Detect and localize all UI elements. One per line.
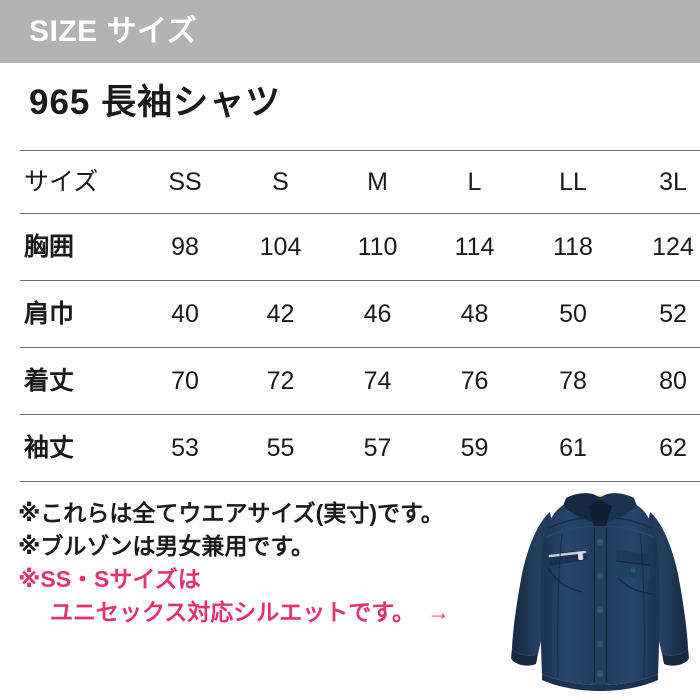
product-photo bbox=[500, 488, 700, 700]
table-cell: 62 bbox=[623, 414, 700, 482]
table-header-row: サイズ SS S M L LL 3L bbox=[20, 150, 700, 214]
table-cell: 98 bbox=[138, 213, 232, 281]
table-cell: 46 bbox=[329, 280, 426, 348]
table-cell: 50 bbox=[523, 280, 623, 348]
table-row: 肩巾 40 42 46 48 50 52 bbox=[20, 280, 700, 348]
column-header-3l: 3L bbox=[623, 150, 700, 214]
table-row: 袖丈 53 55 57 59 61 62 bbox=[20, 414, 700, 482]
table-cell: 78 bbox=[523, 347, 623, 415]
table-row: 着丈 70 72 74 76 78 80 bbox=[20, 347, 700, 415]
header-title: SIZE サイズ bbox=[29, 14, 198, 48]
column-header-ss: SS bbox=[138, 150, 232, 214]
note-text: ※これらは全てウエアサイズ(実寸)です。 bbox=[18, 500, 444, 526]
table-cell: 74 bbox=[329, 347, 426, 415]
column-header-m: M bbox=[329, 150, 426, 214]
row-label: 着丈 bbox=[20, 347, 138, 415]
row-label: 胸囲 bbox=[20, 213, 138, 281]
table-cell: 104 bbox=[232, 213, 329, 281]
table-cell: 124 bbox=[623, 213, 700, 281]
column-header-s: S bbox=[232, 150, 329, 214]
shirt-illustration bbox=[511, 493, 689, 691]
arrow-right-icon: → bbox=[427, 599, 451, 625]
row-label: 袖丈 bbox=[20, 414, 138, 482]
table-row: 胸囲 98 104 110 114 118 124 bbox=[20, 213, 700, 281]
page-title: 965 長袖シャツ bbox=[29, 83, 282, 122]
table-cell: 42 bbox=[232, 280, 329, 348]
note-text: ユニセックス対応シルエットです。 bbox=[50, 599, 416, 625]
table-cell: 70 bbox=[138, 347, 232, 415]
header-band: SIZE サイズ bbox=[0, 0, 700, 63]
notes-block: ※これらは全てウエアサイズ(実寸)です。 ※ブルゾンは男女兼用です。 ※SS・Sサイ… bbox=[18, 497, 518, 629]
table-cell: 80 bbox=[623, 347, 700, 415]
table-cell: 40 bbox=[138, 280, 232, 348]
table-cell: 55 bbox=[232, 414, 329, 482]
note-line: ユニセックス対応シルエットです。 → bbox=[18, 596, 518, 629]
note-line: ※SS・Sサイズは bbox=[18, 563, 518, 596]
note-text: ※SS・Sサイズは bbox=[18, 566, 201, 592]
table-cell: 48 bbox=[426, 280, 523, 348]
column-header-l: L bbox=[426, 150, 523, 214]
table-cell: 114 bbox=[426, 213, 523, 281]
note-text: ※ブルゾンは男女兼用です。 bbox=[18, 533, 315, 559]
row-label: 肩巾 bbox=[20, 280, 138, 348]
size-table: サイズ SS S M L LL 3L 胸囲 98 104 110 114 118 124 肩巾 40 42 46 4… bbox=[20, 150, 700, 482]
table-cell: 57 bbox=[329, 414, 426, 482]
table-cell: 110 bbox=[329, 213, 426, 281]
table-cell: 76 bbox=[426, 347, 523, 415]
note-line: ※これらは全てウエアサイズ(実寸)です。 bbox=[18, 497, 518, 530]
table-cell: 61 bbox=[523, 414, 623, 482]
note-line: ※ブルゾンは男女兼用です。 bbox=[18, 530, 518, 563]
table-cell: 118 bbox=[523, 213, 623, 281]
table-cell: 53 bbox=[138, 414, 232, 482]
table-cell: 52 bbox=[623, 280, 700, 348]
table-cell: 72 bbox=[232, 347, 329, 415]
column-header-ll: LL bbox=[523, 150, 623, 214]
table-cell: 59 bbox=[426, 414, 523, 482]
column-header-size-label: サイズ bbox=[20, 150, 138, 214]
